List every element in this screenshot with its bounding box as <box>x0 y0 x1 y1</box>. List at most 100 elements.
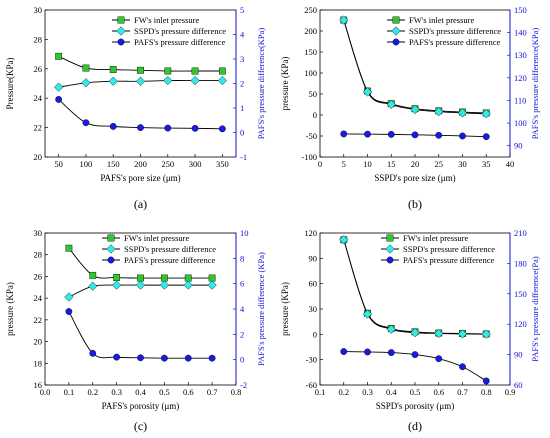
y-tick-label: -60 <box>306 380 317 390</box>
data-point-3 <box>411 131 419 139</box>
data-point-1 <box>137 274 144 282</box>
y2-tick-label: 60 <box>514 380 523 390</box>
chart-panel-3: 0.0 0.1 0.2 0.3 0.4 0.5 0.6 0.7 0.81618202224262… <box>5 228 266 433</box>
x-tick-label: 0 <box>318 159 322 169</box>
legend-marker <box>106 244 116 254</box>
data-point-2 <box>410 104 420 115</box>
legend-marker <box>386 234 394 242</box>
data-point-1 <box>65 244 73 252</box>
legend-entry: SSPD's pressure difference <box>409 26 501 36</box>
y-axis-label: pressure (KPa) <box>5 282 15 336</box>
panel-label: (b) <box>408 197 422 211</box>
legend-entry: PAFS's pressure difference <box>134 37 225 47</box>
data-point-3 <box>364 130 371 138</box>
data-point-1 <box>191 67 199 75</box>
y2-tick-label: 150 <box>514 5 527 15</box>
legend-entry: FW's inlet pressure <box>409 15 474 25</box>
data-point-2 <box>481 329 491 339</box>
y-tick-label: 60 <box>309 279 318 289</box>
data-point-1 <box>109 66 117 73</box>
data-point-2 <box>481 109 491 119</box>
legend-marker <box>117 16 125 24</box>
data-point-2 <box>135 76 146 86</box>
y2-tick-label: 4 <box>240 304 245 314</box>
y-tick-label: 24 <box>34 93 43 103</box>
data-point-3 <box>55 96 63 103</box>
data-point-1 <box>164 67 172 75</box>
data-point-2 <box>135 280 146 290</box>
y2-tick-label: 0 <box>240 355 244 365</box>
y-tick-label: 30 <box>34 228 43 238</box>
x-tick-label: 0.1 <box>64 387 75 397</box>
x-tick-label: 0.2 <box>338 387 349 397</box>
data-point-1 <box>208 274 216 282</box>
y-tick-label: 18 <box>34 358 43 368</box>
data-point-1 <box>82 64 90 72</box>
panel-label: (d) <box>408 419 422 433</box>
y-tick-label: 30 <box>34 5 43 15</box>
x-tick-label: 0.1 <box>315 387 326 397</box>
y2-tick-label: 110 <box>514 95 526 105</box>
data-point-3 <box>459 363 466 371</box>
legend-entry: SSPD's pressure difference <box>124 244 216 254</box>
legend-marker <box>392 38 400 46</box>
data-point-3 <box>184 354 192 362</box>
data-point-2 <box>190 75 200 86</box>
legend-marker <box>385 244 395 254</box>
x-tick-label: 300 <box>189 159 202 169</box>
data-point-2 <box>362 87 373 97</box>
x-tick-label: 250 <box>161 159 174 169</box>
data-point-3 <box>459 132 466 140</box>
y-tick-label: 22 <box>34 123 43 133</box>
data-point-3 <box>364 348 371 356</box>
x-tick-label: 0.5 <box>159 387 170 397</box>
x-tick-label: 0.8 <box>481 387 492 397</box>
data-point-2 <box>108 76 118 86</box>
data-point-3 <box>340 348 348 355</box>
y2-tick-label: 2 <box>240 329 244 339</box>
legend-entry: FW's inlet pressure <box>403 233 468 243</box>
y-tick-label: 28 <box>34 34 43 44</box>
data-point-3 <box>482 133 490 141</box>
y-tick-label: 120 <box>304 228 317 238</box>
data-point-1 <box>89 271 97 279</box>
data-point-3 <box>109 122 117 130</box>
y2-tick-label: 5 <box>240 5 244 15</box>
panel-label: (a) <box>134 197 147 211</box>
x-axis-label: PAFS's pore size (μm) <box>100 173 180 183</box>
y-tick-label: 50 <box>309 89 318 99</box>
y2-tick-label: 120 <box>514 73 527 83</box>
data-point-2 <box>81 78 91 88</box>
data-point-3 <box>340 130 348 138</box>
data-point-1 <box>113 274 121 281</box>
data-point-2 <box>434 107 444 117</box>
x-axis-label: PAFS's porosity (μm) <box>102 401 180 411</box>
y2-tick-label: 6 <box>240 279 244 289</box>
x-tick-label: 40 <box>506 159 515 169</box>
y-axis-label: pressure (KPa) <box>280 57 290 111</box>
y-tick-label: -100 <box>301 152 317 162</box>
data-point-3 <box>191 124 199 132</box>
x-tick-label: 0.6 <box>183 387 194 397</box>
y2-tick-label: 140 <box>514 28 527 38</box>
data-point-3 <box>387 349 395 356</box>
x-tick-label: 50 <box>54 159 63 169</box>
x-tick-label: 0.9 <box>505 387 516 397</box>
x-tick-label: 35 <box>482 159 491 169</box>
data-point-3 <box>411 351 419 358</box>
y-tick-label: 250 <box>304 5 317 15</box>
legend-entry: PAFS's pressure difference <box>403 255 494 265</box>
y2-tick-label: -2 <box>240 380 247 390</box>
data-point-3 <box>164 124 172 132</box>
x-tick-label: 350 <box>216 159 229 169</box>
y2-tick-label: 180 <box>514 258 527 268</box>
y2-tick-label: 120 <box>514 319 527 329</box>
data-point-2 <box>457 329 468 339</box>
y2-tick-label: 100 <box>514 118 527 128</box>
y2-tick-label: 8 <box>240 253 244 263</box>
data-point-2 <box>339 235 349 245</box>
y2-axis-label: PAFS's pressure difference(KPa) <box>256 28 266 140</box>
